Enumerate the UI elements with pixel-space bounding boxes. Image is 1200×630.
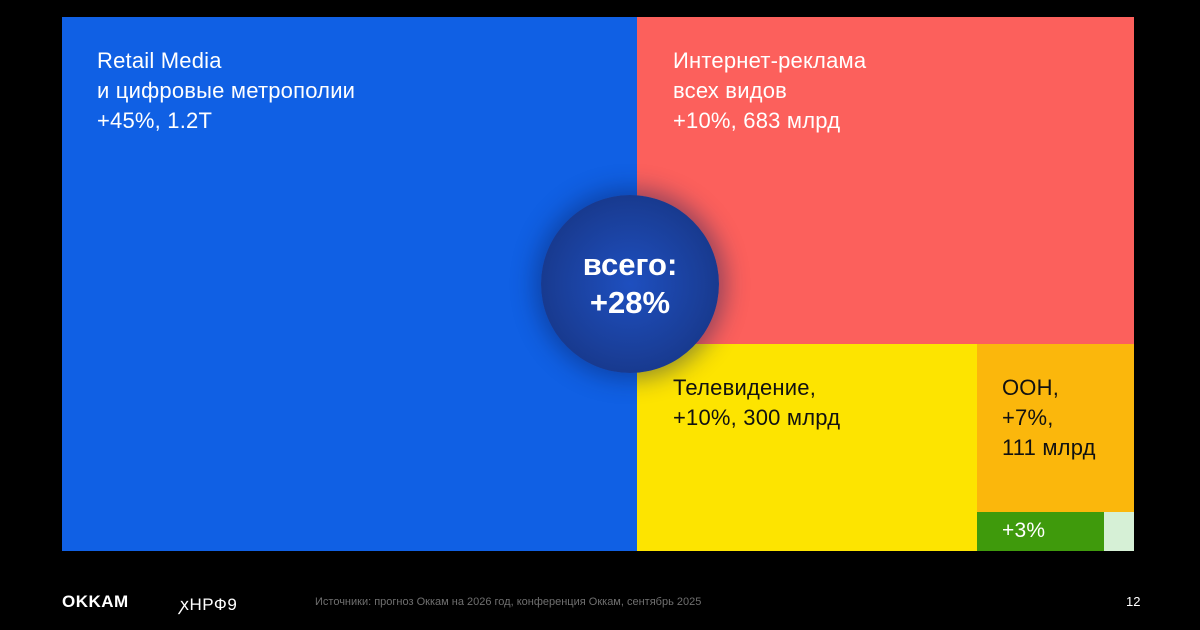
brand-logo: OKKAM [62, 592, 129, 611]
treemap-chart: Retail Media и цифровые метрополии +45%,… [62, 17, 1134, 551]
total-value: +28% [589, 285, 671, 320]
source-note: Источники: прогноз Оккам на 2026 год, ко… [315, 596, 702, 608]
tile-ooh-label: OOH, +7%, 111 млрд [1002, 373, 1096, 463]
tile-small-segment-label: +3% [1002, 516, 1045, 546]
tile-other-segment [1104, 512, 1134, 551]
tile-label-line: всех видов [673, 78, 788, 103]
total-label: всего: [582, 247, 678, 282]
tile-label-line: и цифровые метрополии [97, 78, 356, 103]
tile-label-line: Retail Media [97, 48, 222, 73]
partner-logo: ꭗНРФ9 [180, 595, 238, 614]
tile-internet-ads: Интернет-реклама всех видов +10%, 683 мл… [637, 17, 1134, 344]
tile-label-line: +7%, [1002, 405, 1054, 430]
tile-television: Телевидение, +10%, 300 млрд [637, 344, 977, 551]
tile-ooh: OOH, +7%, 111 млрд [977, 344, 1134, 512]
tile-label-line: +45%, 1.2T [97, 108, 213, 133]
page-number: 12 [1126, 594, 1141, 609]
tile-label-line: +10%, 683 млрд [673, 108, 841, 133]
tile-label-line: Интернет-реклама [673, 48, 867, 73]
tile-retail-media-label: Retail Media и цифровые метрополии +45%,… [97, 46, 355, 136]
tile-label-line: +3% [1002, 519, 1046, 542]
tile-small-segment: +3% [977, 512, 1104, 551]
tile-label-line: OOH, [1002, 375, 1060, 400]
tile-television-label: Телевидение, +10%, 300 млрд [673, 373, 840, 433]
tile-label-line: 111 млрд [1002, 435, 1096, 460]
tile-label-line: +10%, 300 млрд [673, 405, 841, 430]
total-growth-badge: всего: +28% [541, 195, 719, 373]
tile-internet-ads-label: Интернет-реклама всех видов +10%, 683 мл… [673, 46, 866, 136]
tile-label-line: Телевидение, [673, 375, 817, 400]
